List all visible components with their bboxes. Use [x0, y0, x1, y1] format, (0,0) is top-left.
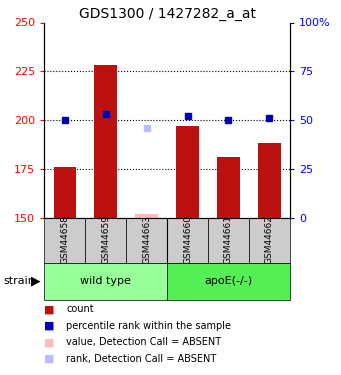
Bar [176, 126, 199, 218]
Bar [258, 143, 281, 218]
Text: GSM44662: GSM44662 [265, 216, 274, 264]
Text: ■: ■ [44, 354, 55, 364]
Bar [167, 262, 290, 300]
Bar [54, 167, 76, 218]
Text: GSM44659: GSM44659 [101, 216, 110, 264]
Text: strain: strain [3, 276, 35, 286]
Text: count: count [66, 304, 94, 314]
Bar [135, 214, 158, 217]
Text: ■: ■ [44, 338, 55, 347]
Text: value, Detection Call = ABSENT: value, Detection Call = ABSENT [66, 338, 222, 347]
Text: GSM44663: GSM44663 [142, 216, 151, 264]
Text: rank, Detection Call = ABSENT: rank, Detection Call = ABSENT [66, 354, 217, 364]
Text: ■: ■ [44, 304, 55, 314]
Bar [44, 262, 167, 300]
Bar [217, 157, 240, 218]
Bar [167, 217, 208, 262]
Bar [44, 217, 85, 262]
Title: GDS1300 / 1427282_a_at: GDS1300 / 1427282_a_at [78, 8, 256, 21]
Text: GSM44661: GSM44661 [224, 216, 233, 264]
Bar [94, 65, 117, 218]
Bar [126, 217, 167, 262]
Text: percentile rank within the sample: percentile rank within the sample [66, 321, 232, 331]
Bar [208, 217, 249, 262]
Bar [249, 217, 290, 262]
Bar [85, 217, 126, 262]
Text: wild type: wild type [80, 276, 131, 286]
Text: GSM44660: GSM44660 [183, 216, 192, 264]
Text: GSM44658: GSM44658 [60, 216, 69, 264]
Text: apoE(-/-): apoE(-/-) [204, 276, 253, 286]
Text: ▶: ▶ [31, 275, 40, 288]
Text: ■: ■ [44, 321, 55, 331]
